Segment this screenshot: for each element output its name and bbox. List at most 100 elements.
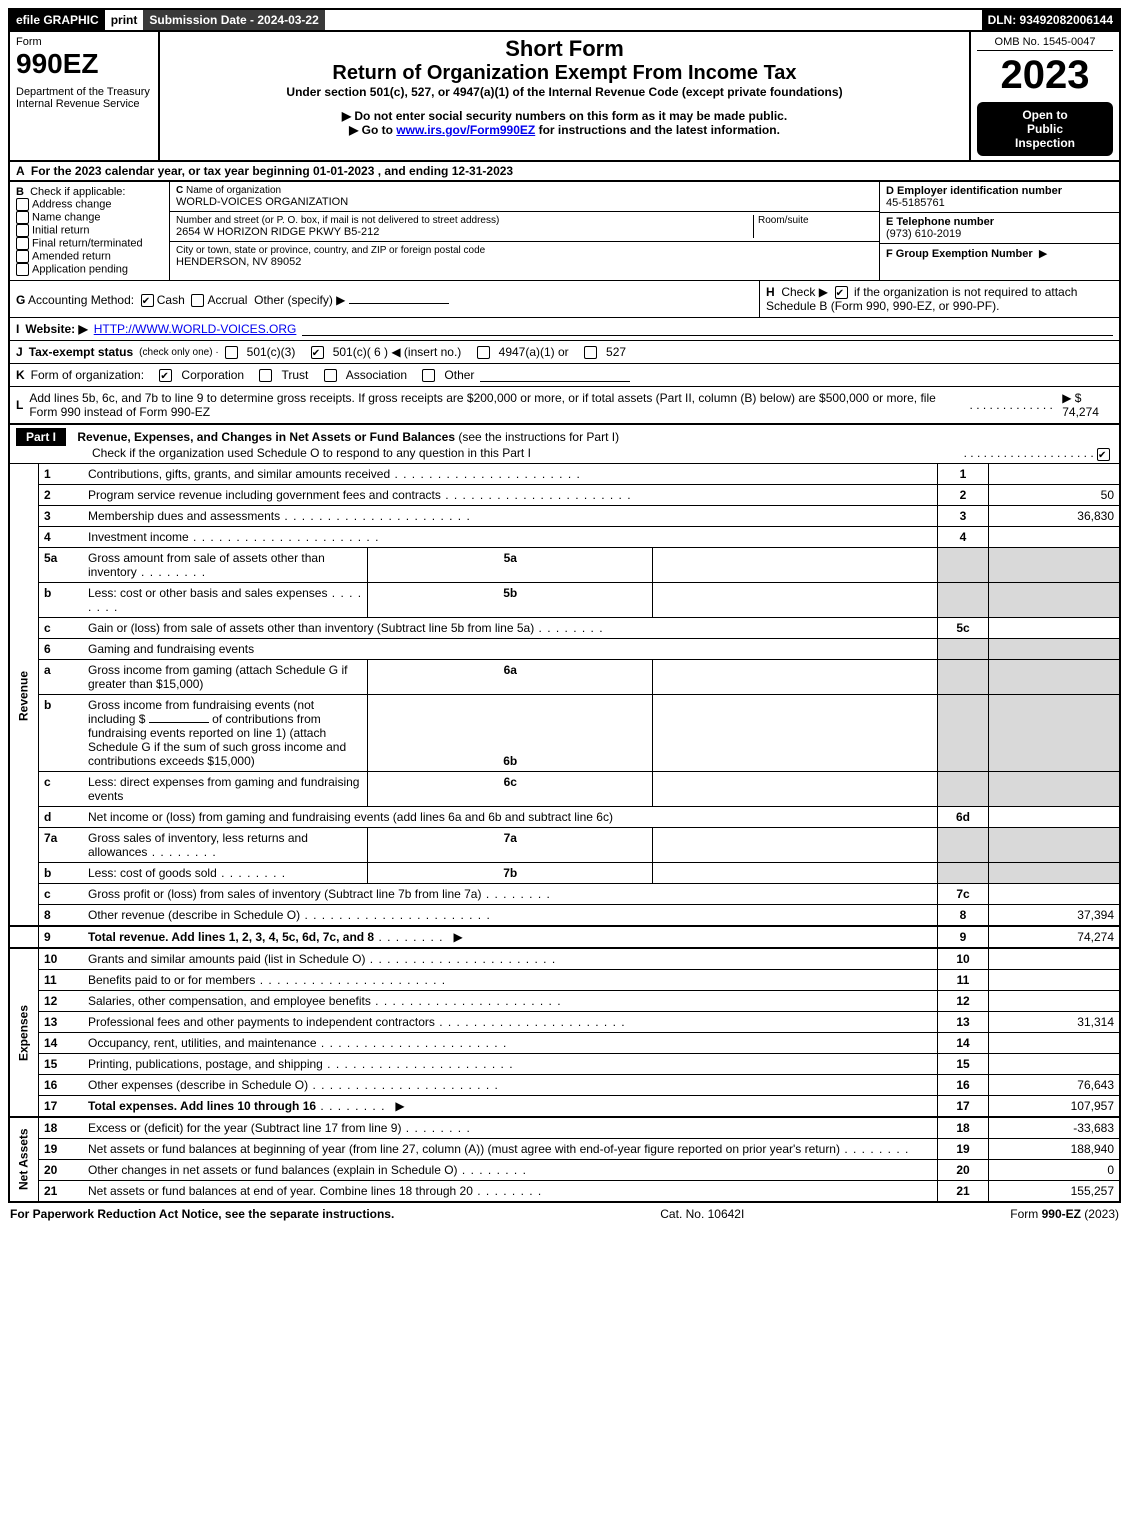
l6b-blank[interactable]	[149, 722, 209, 723]
l17-ptr: ▶	[395, 1099, 404, 1113]
l7b-num: b	[39, 863, 84, 884]
chk-schedule-o[interactable]	[1097, 448, 1110, 461]
k-assoc: Association	[346, 368, 407, 382]
org-name: WORLD-VOICES ORGANIZATION	[176, 196, 873, 208]
part1-badge: Part I	[16, 428, 66, 446]
l12-desc: Salaries, other compensation, and employ…	[88, 994, 562, 1008]
chk-name-change[interactable]	[16, 211, 29, 224]
l18-num: 18	[39, 1117, 84, 1139]
l5a-amt-shade	[989, 548, 1121, 583]
l6a-amt-shade	[989, 660, 1121, 695]
row-a: A For the 2023 calendar year, or tax yea…	[8, 162, 1121, 182]
l6b-subval	[653, 695, 938, 772]
l14-amt	[989, 1033, 1121, 1054]
l5c-desc: Gain or (loss) from sale of assets other…	[88, 621, 604, 635]
l16-desc: Other expenses (describe in Schedule O)	[88, 1078, 499, 1092]
l8-desc: Other revenue (describe in Schedule O)	[88, 908, 491, 922]
l3-desc: Membership dues and assessments	[88, 509, 471, 523]
l6d-desc: Net income or (loss) from gaming and fun…	[83, 807, 938, 828]
chk-cash[interactable]	[141, 294, 154, 307]
l15-desc: Printing, publications, postage, and shi…	[88, 1057, 514, 1071]
l7a-amt-shade	[989, 828, 1121, 863]
chk-trust[interactable]	[259, 369, 272, 382]
print-label[interactable]: print	[105, 10, 144, 30]
g-other-line[interactable]	[349, 291, 449, 304]
l9-ptr: ▶	[453, 930, 462, 944]
k-line복	[480, 369, 630, 382]
j-d: 527	[606, 345, 626, 359]
l8-amt: 37,394	[989, 905, 1121, 927]
chk-corp[interactable]	[159, 369, 172, 382]
title-short-form: Short Form	[166, 36, 963, 62]
footer-right-post: (2023)	[1081, 1207, 1119, 1221]
l13-desc: Professional fees and other payments to …	[88, 1015, 626, 1029]
chk-final-return[interactable]	[16, 237, 29, 250]
footer-right-pre: Form	[1010, 1207, 1041, 1221]
line-11: 11 Benefits paid to or for members 11	[9, 970, 1120, 991]
l5b-box-shade	[938, 583, 989, 618]
line-1: Revenue 1 Contributions, gifts, grants, …	[9, 464, 1120, 485]
section-def: D Employer identification number 45-5185…	[879, 182, 1119, 280]
chk-4947[interactable]	[477, 346, 490, 359]
line-4: 4 Investment income 4	[9, 527, 1120, 548]
chk-accrual[interactable]	[191, 294, 204, 307]
l7c-num: c	[39, 884, 84, 905]
section-c: C Name of organization WORLD-VOICES ORGA…	[170, 182, 879, 280]
l6d-box: 6d	[938, 807, 989, 828]
chk-h[interactable]	[835, 286, 848, 299]
l6b-num: b	[39, 695, 84, 772]
chk-501c3[interactable]	[225, 346, 238, 359]
opt-initial-return: Initial return	[32, 224, 89, 236]
b-label: Check if applicable:	[30, 186, 125, 198]
l13-amt: 31,314	[989, 1012, 1121, 1033]
spacer	[325, 10, 982, 30]
chk-assoc[interactable]	[324, 369, 337, 382]
l6a-box-shade	[938, 660, 989, 695]
l13-num: 13	[39, 1012, 84, 1033]
ein-value: 45-5185761	[886, 197, 945, 209]
line-10: Expenses 10 Grants and similar amounts p…	[9, 948, 1120, 970]
chk-address-change[interactable]	[16, 198, 29, 211]
section-b: B Check if applicable: Address change Na…	[10, 182, 170, 280]
opt-final-return: Final return/terminated	[32, 237, 143, 249]
chk-527[interactable]	[584, 346, 597, 359]
l1-box: 1	[938, 464, 989, 485]
chk-application-pending[interactable]	[16, 263, 29, 276]
l6c-box-shade	[938, 772, 989, 807]
l7a-desc: Gross sales of inventory, less returns a…	[88, 831, 308, 859]
chk-amended-return[interactable]	[16, 250, 29, 263]
chk-initial-return[interactable]	[16, 224, 29, 237]
line-6c: c Less: direct expenses from gaming and …	[9, 772, 1120, 807]
side-revenue: Revenue	[9, 464, 39, 926]
website-link[interactable]: HTTP://WWW.WORLD-VOICES.ORG	[94, 322, 297, 336]
title-return: Return of Organization Exempt From Incom…	[166, 62, 963, 85]
l6-amt-shade	[989, 639, 1121, 660]
l6a-sub: 6a	[368, 660, 653, 695]
l16-amt: 76,643	[989, 1075, 1121, 1096]
chk-501c[interactable]	[311, 346, 324, 359]
line-6b: b Gross income from fundraising events (…	[9, 695, 1120, 772]
j-b: 501(c)( 6 ) ◀ (insert no.)	[333, 345, 462, 359]
line-7c: c Gross profit or (loss) from sales of i…	[9, 884, 1120, 905]
l6d-num: d	[39, 807, 84, 828]
l20-amt: 0	[989, 1160, 1121, 1181]
l19-desc: Net assets or fund balances at beginning…	[88, 1142, 840, 1156]
l6b-box-shade	[938, 695, 989, 772]
l18-amt: -33,683	[989, 1117, 1121, 1139]
l5a-sub: 5a	[368, 548, 653, 583]
part1-header-row: Part I Revenue, Expenses, and Changes in…	[8, 425, 1121, 464]
chk-other[interactable]	[422, 369, 435, 382]
line-5c: c Gain or (loss) from sale of assets oth…	[9, 618, 1120, 639]
opt-name-change: Name change	[32, 211, 101, 223]
l3-amt: 36,830	[989, 506, 1121, 527]
l-amt: ▶ $ 74,274	[1062, 391, 1113, 419]
line-9: 9 Total revenue. Add lines 1, 2, 3, 4, 5…	[9, 926, 1120, 948]
form-header: Form 990EZ Department of the Treasury In…	[8, 32, 1121, 162]
line-3: 3 Membership dues and assessments 3 36,8…	[9, 506, 1120, 527]
l12-amt	[989, 991, 1121, 1012]
inspect-line1: Open to	[981, 108, 1109, 122]
l6c-sub: 6c	[368, 772, 653, 807]
irs-link[interactable]: www.irs.gov/Form990EZ	[396, 123, 535, 137]
l7a-subval	[653, 828, 938, 863]
line-21: 21 Net assets or fund balances at end of…	[9, 1181, 1120, 1203]
